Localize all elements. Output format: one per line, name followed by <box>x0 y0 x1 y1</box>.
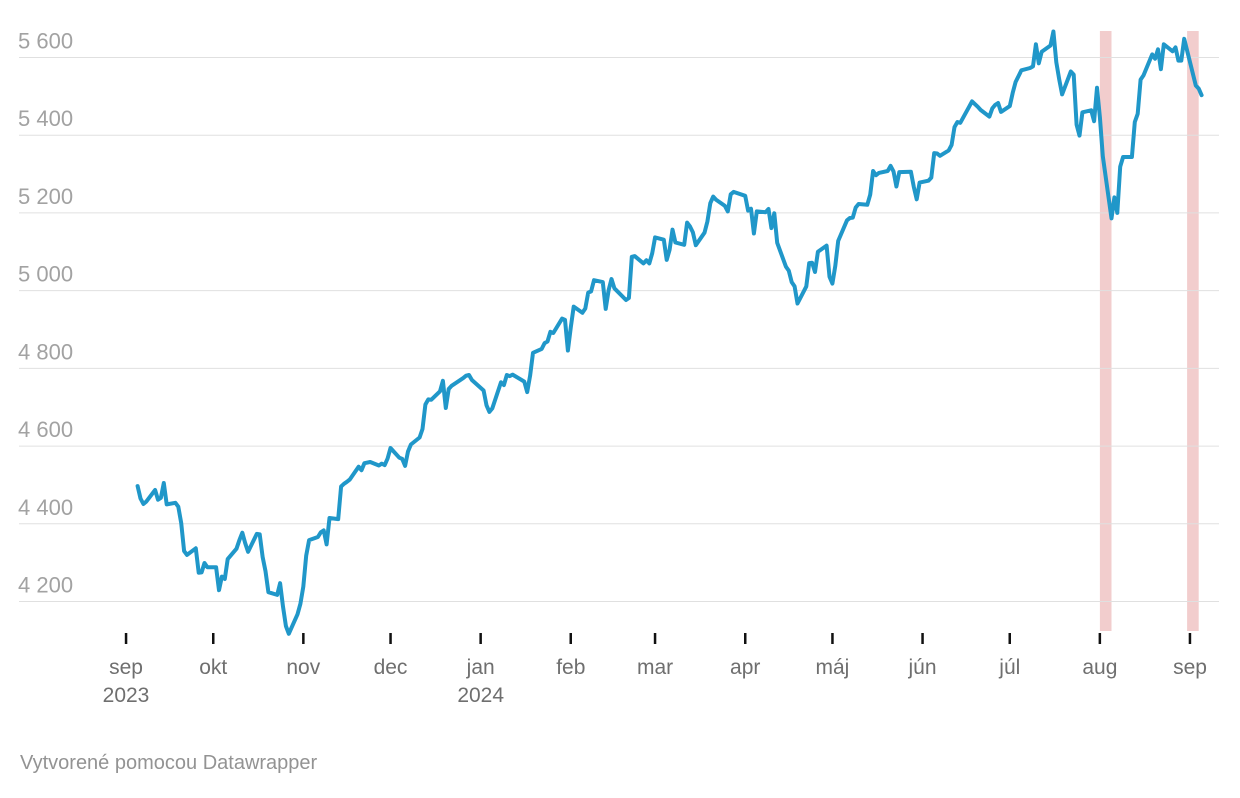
month-label: jan <box>466 656 495 679</box>
datawrapper-attribution-link[interactable]: Vytvorené pomocou Datawrapper <box>20 752 318 774</box>
x-axis-ticks <box>124 633 1192 644</box>
month-tick <box>1098 633 1102 644</box>
y-axis-label: 4 400 <box>18 495 73 520</box>
month-tick <box>569 633 572 644</box>
month-tick <box>212 633 215 644</box>
highlight-bands <box>1099 31 1199 631</box>
highlight-band <box>1187 31 1199 631</box>
month-tick <box>653 633 657 644</box>
month-label: mar <box>637 656 673 679</box>
month-label: sep <box>1173 656 1207 679</box>
month-label: jún <box>907 656 936 679</box>
month-tick <box>831 633 834 644</box>
month-tick <box>921 633 924 644</box>
year-label: 2024 <box>457 684 504 707</box>
gridlines <box>19 57 1219 602</box>
month-tick <box>479 633 482 644</box>
month-tick <box>1188 633 1192 644</box>
month-tick <box>124 633 128 644</box>
month-tick <box>389 633 392 644</box>
month-label: nov <box>286 656 320 679</box>
year-label: 2023 <box>103 684 150 707</box>
series-line <box>135 29 1204 636</box>
y-axis-label: 5 400 <box>18 106 73 131</box>
month-tick <box>1008 633 1011 644</box>
y-axis-label: 4 200 <box>18 573 73 598</box>
month-label: okt <box>199 656 227 679</box>
month-label: sep <box>109 656 143 679</box>
y-axis-label: 4 600 <box>18 417 73 442</box>
y-axis-label: 5 000 <box>18 262 73 287</box>
month-label: júl <box>998 656 1020 679</box>
y-axis-label: 4 800 <box>18 339 73 364</box>
month-tick <box>302 633 305 644</box>
month-label: apr <box>730 656 760 679</box>
month-tick <box>744 633 747 644</box>
month-label: feb <box>556 656 585 679</box>
month-label: aug <box>1082 656 1117 679</box>
highlight-band <box>1099 31 1112 631</box>
month-label: máj <box>815 656 849 679</box>
month-label: dec <box>374 656 408 679</box>
x-axis-labels: sep 2023 okt nov dec jan 2024 feb mar apr máj jún jú… <box>103 656 1207 707</box>
y-axis-labels: 5 600 5 400 5 200 5 000 4 800 4 600 4 400 4 200 <box>18 29 73 598</box>
y-axis-label: 5 600 <box>18 29 73 54</box>
y-axis-label: 5 200 <box>18 184 73 209</box>
